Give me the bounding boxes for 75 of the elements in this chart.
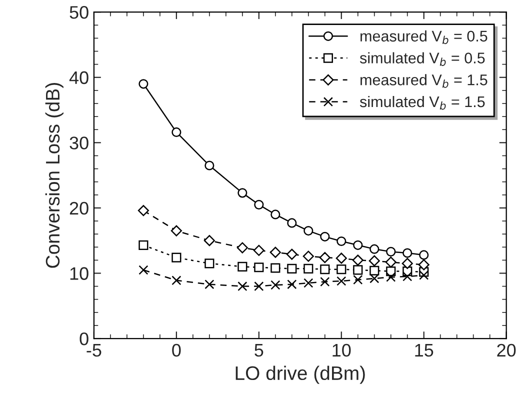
point [352,254,364,266]
point [419,250,429,260]
point [370,266,380,276]
point [287,218,297,228]
point [254,282,264,292]
point [304,264,314,274]
point [353,240,363,250]
point [336,252,347,264]
point [238,282,248,292]
y-axis-title: Conversion Loss (dB) [45,83,64,268]
point [270,210,280,220]
point [138,265,148,275]
y-tick-label: 50 [70,6,88,19]
y-tick-label: 10 [70,267,88,280]
point [204,235,215,246]
y-tick-label: 30 [70,136,88,150]
point [370,244,380,254]
x-tick-label: -5 [86,344,102,357]
point [418,259,430,270]
point [138,240,148,250]
y-tick-label: 0 [80,332,88,346]
legend-label: measured V$_{b}$ = 1.5 [360,74,488,88]
point [320,276,330,287]
point [368,255,380,266]
point [254,200,264,210]
point [204,258,214,268]
point [138,205,149,216]
point [286,248,298,260]
point [238,262,248,272]
point [302,250,314,262]
point [386,272,396,282]
legend-label: measured V$_{b}$ = 0.5 [360,30,488,44]
point [287,264,297,274]
point [204,160,214,170]
point [270,280,280,290]
point [319,252,330,264]
y-tick-label: 40 [69,71,88,84]
point [172,127,182,138]
point [370,274,380,284]
x-tick-label: 0 [172,344,181,357]
point [402,272,412,282]
point [236,242,248,254]
point [304,226,314,236]
point [287,280,297,290]
point [254,262,264,272]
point [336,276,346,286]
point [336,264,346,274]
point [253,244,264,256]
point [172,252,182,262]
point [138,79,148,89]
point [170,225,182,236]
point [320,232,330,242]
point [385,256,396,268]
point [402,248,412,258]
point [320,264,330,274]
legend-label: simulated V$_{b}$ = 0.5 [360,52,485,66]
point [304,278,314,288]
x-tick-label: 20 [497,344,516,357]
point [386,246,396,256]
point [353,265,363,275]
point [238,188,248,198]
point [270,246,281,258]
x-tick-label: 10 [332,344,351,357]
point [270,263,280,273]
point [172,276,182,286]
x-tick-label: 5 [254,344,264,357]
x-axis-title: LO drive (dBm) [236,366,365,384]
point [204,280,214,290]
point [402,258,413,269]
y-tick-label: 20 [70,202,88,215]
point [336,236,346,246]
point [353,274,363,285]
legend-label: simulated V$_{b}$ = 1.5 [360,96,485,110]
point [419,270,429,280]
x-tick-label: 15 [415,344,434,357]
